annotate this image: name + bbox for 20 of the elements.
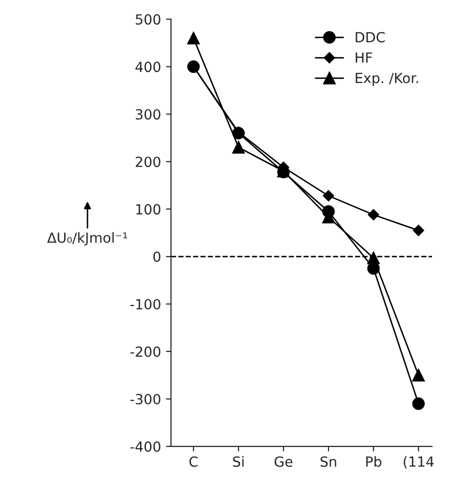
y-tick-label: 0: [153, 252, 160, 262]
y-tick-label: 100: [136, 204, 160, 215]
x-tick-label: C: [189, 456, 198, 467]
y-tick-label: -400: [130, 441, 160, 452]
legend-label: Exp. /Kor.: [356, 72, 418, 86]
y-tick-label: -300: [130, 394, 160, 404]
y-tick-label: 200: [136, 156, 160, 168]
x-tick-label: Pb: [366, 456, 382, 467]
y-tick-label: -200: [130, 346, 160, 357]
x-tick-label: Sn: [320, 456, 336, 467]
legend-label: HF: [356, 52, 372, 63]
legend-label: DDC: [356, 32, 385, 42]
x-tick-label: (114: [404, 456, 434, 469]
y-tick-label: 400: [135, 62, 160, 72]
x-tick-label: Ge: [274, 456, 292, 467]
x-tick-label: Si: [233, 456, 244, 467]
y-tick-label: 300: [136, 109, 160, 120]
y-tick-label: 500: [136, 14, 160, 25]
y-axis-title: ΔU₀/kJmol⁻¹: [47, 232, 128, 246]
y-tick-label: -100: [130, 298, 160, 310]
